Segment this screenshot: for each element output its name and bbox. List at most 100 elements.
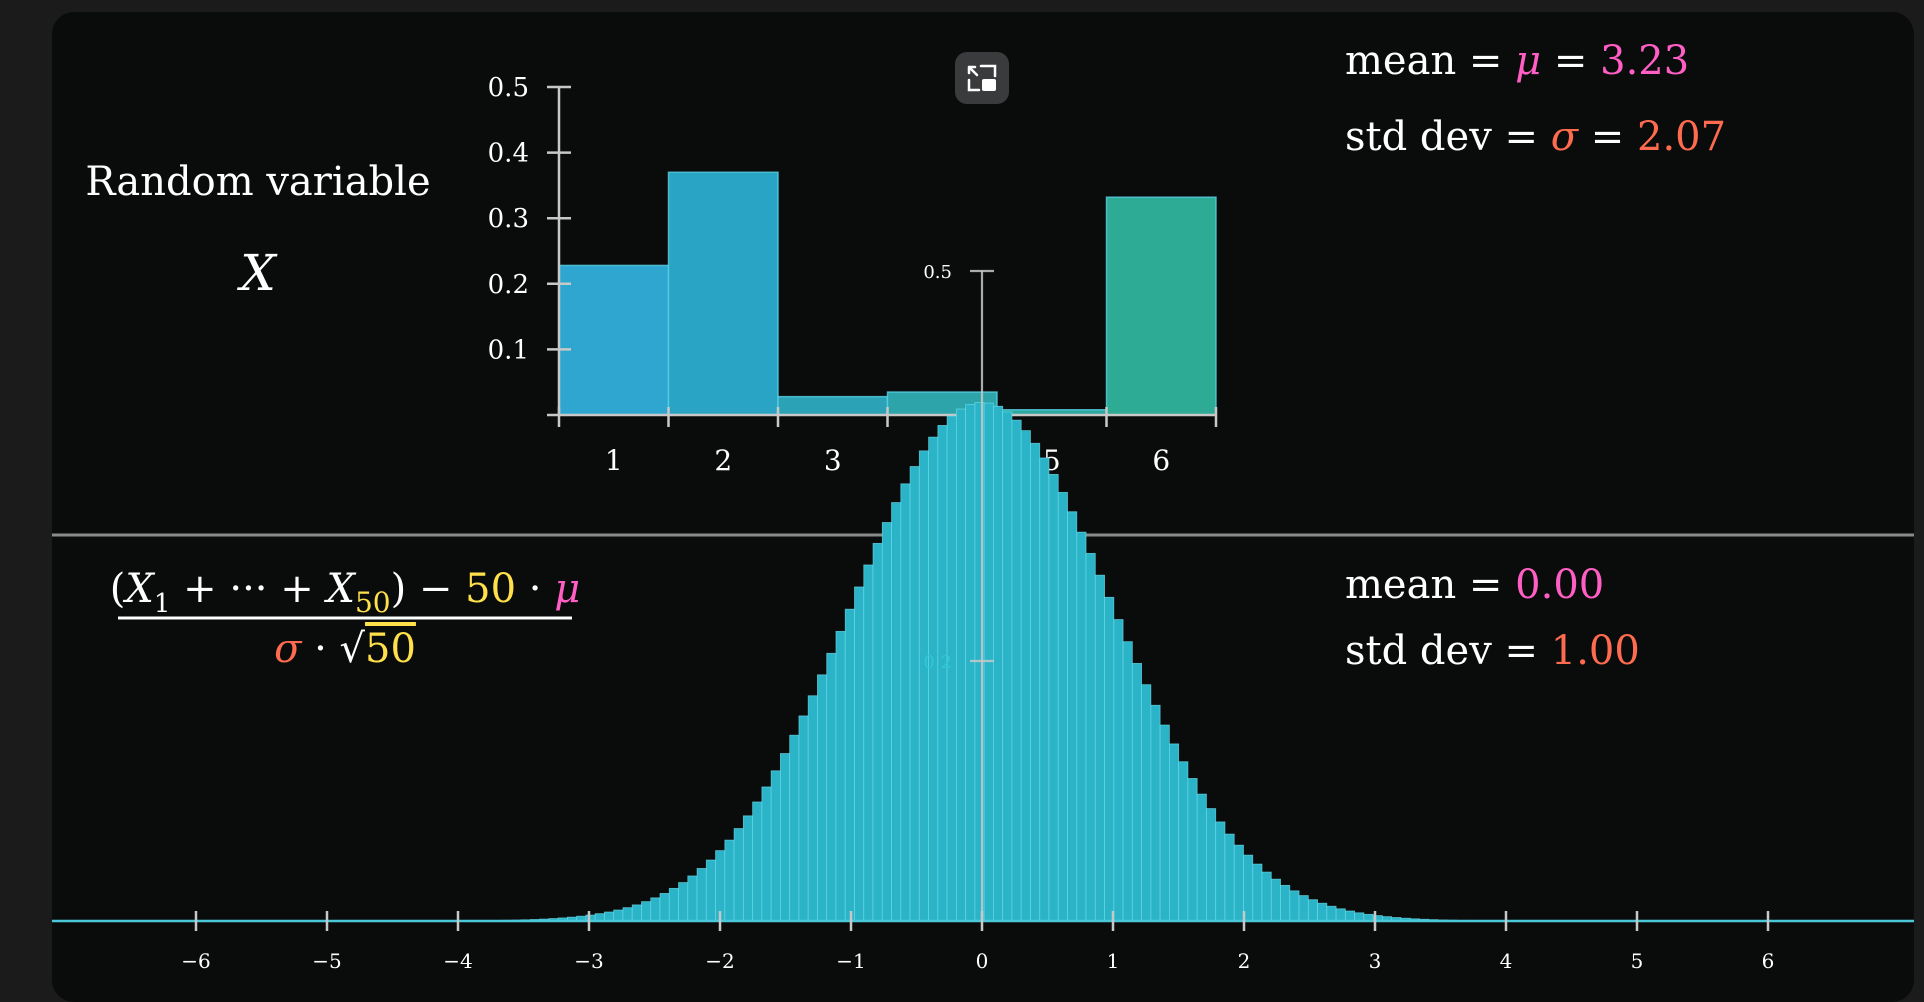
formula-denominator: σ · √50 bbox=[274, 626, 416, 672]
hist-bin bbox=[669, 888, 678, 921]
hist-bin bbox=[1336, 909, 1345, 921]
hist-bin bbox=[1345, 911, 1354, 921]
y-tick-label: 0.5 bbox=[488, 73, 529, 103]
hist-bin bbox=[1225, 834, 1234, 921]
hist-bin bbox=[799, 716, 808, 921]
hist-bin bbox=[817, 675, 826, 921]
hist-bin bbox=[697, 868, 706, 921]
top-std-word: std dev bbox=[1345, 114, 1492, 160]
hist-bin bbox=[706, 860, 715, 921]
hist-bin bbox=[1142, 685, 1151, 921]
hist-bin bbox=[1234, 845, 1243, 921]
x-tick-label: −4 bbox=[443, 949, 472, 973]
rv-symbol: X bbox=[236, 244, 278, 302]
hist-bin bbox=[1151, 705, 1160, 921]
y-tick-label: 0.5 bbox=[923, 262, 952, 283]
y-tick-label: 0.2 bbox=[488, 270, 529, 300]
hist-bin bbox=[1327, 906, 1336, 921]
x-tick-label-1: 1 bbox=[605, 444, 623, 477]
hist-bin bbox=[1253, 864, 1262, 921]
bottom-std-word: std dev bbox=[1345, 628, 1492, 674]
standardized-sum-formula: (X1 + ··· + X50) − 50 · μ σ · √50 bbox=[110, 566, 580, 672]
hist-bin bbox=[1114, 620, 1123, 921]
hist-bin bbox=[956, 409, 965, 921]
bar-3 bbox=[778, 397, 888, 415]
x-tick-label: 5 bbox=[1631, 949, 1644, 973]
hist-bin bbox=[1021, 431, 1030, 921]
x-tick-label-2: 2 bbox=[714, 444, 732, 477]
hist-bin bbox=[892, 503, 901, 921]
top-std-line: std dev = σ = 2.07 bbox=[1345, 114, 1726, 160]
picture-in-picture-icon bbox=[955, 52, 1009, 104]
bar-6 bbox=[1107, 197, 1217, 415]
hist-bin bbox=[808, 696, 817, 921]
hist-bin bbox=[1058, 492, 1067, 921]
hist-bin bbox=[1169, 744, 1178, 921]
hist-bin bbox=[901, 484, 910, 921]
hist-bin bbox=[910, 466, 919, 921]
x-tick-label: 6 bbox=[1762, 949, 1775, 973]
rv-label: Random variable bbox=[85, 159, 430, 205]
hist-bin bbox=[854, 587, 863, 921]
hist-bin bbox=[993, 406, 1002, 921]
hist-bin bbox=[632, 905, 641, 921]
hist-bin bbox=[929, 437, 938, 921]
picture-in-picture-button[interactable] bbox=[955, 52, 1009, 104]
hist-bin bbox=[864, 565, 873, 921]
hist-bin bbox=[1105, 597, 1114, 921]
hist-bin bbox=[1068, 512, 1077, 921]
hist-bin bbox=[1318, 903, 1327, 921]
x-tick-label: 0 bbox=[976, 949, 989, 973]
hist-bin bbox=[1160, 725, 1169, 921]
bottom-std-line: std dev = 1.00 bbox=[1345, 628, 1640, 674]
top-mean-value: 3.23 bbox=[1600, 38, 1689, 84]
hist-bin bbox=[1040, 458, 1049, 921]
hist-bin bbox=[725, 840, 734, 921]
x-tick-label: −3 bbox=[574, 949, 603, 973]
y-tick-label: 0.2 bbox=[923, 652, 952, 673]
hist-bin bbox=[1179, 762, 1188, 921]
hist-bin bbox=[1197, 794, 1206, 921]
hist-bin bbox=[780, 754, 789, 921]
hist-bin bbox=[651, 898, 660, 921]
top-mean-symbol: μ bbox=[1515, 38, 1541, 84]
bottom-mean-word: mean bbox=[1345, 562, 1456, 608]
y-tick-label: 0.4 bbox=[488, 139, 529, 169]
top-std-value: 2.07 bbox=[1637, 114, 1726, 160]
hist-bin bbox=[688, 876, 697, 921]
x-tick-label: −6 bbox=[181, 949, 210, 973]
x-tick-label: −1 bbox=[836, 949, 865, 973]
hist-bin bbox=[716, 851, 725, 921]
x-tick-label: −5 bbox=[312, 949, 341, 973]
hist-bin bbox=[882, 522, 891, 921]
hist-bin bbox=[604, 912, 613, 921]
bar-2 bbox=[669, 172, 779, 415]
hist-bin bbox=[1132, 663, 1141, 921]
hist-bin bbox=[1123, 642, 1132, 921]
hist-bin bbox=[743, 816, 752, 921]
hist-bin bbox=[1299, 896, 1308, 921]
hist-bin bbox=[790, 735, 799, 921]
hist-bin bbox=[734, 829, 743, 921]
hist-bin bbox=[1012, 420, 1021, 921]
hist-bin bbox=[641, 902, 650, 921]
y-tick-label: 0.3 bbox=[488, 204, 529, 234]
hist-bin bbox=[771, 771, 780, 921]
bar-1 bbox=[559, 265, 669, 415]
x-tick-label: 4 bbox=[1500, 949, 1513, 973]
x-tick-label: 3 bbox=[1369, 949, 1382, 973]
bottom-mean-line: mean = 0.00 bbox=[1345, 562, 1604, 608]
hist-bin bbox=[836, 631, 845, 921]
hist-bin bbox=[1077, 532, 1086, 921]
top-stats: mean = μ = 3.23 std dev = σ = 2.07 bbox=[1345, 38, 1726, 160]
hist-bin bbox=[1086, 553, 1095, 921]
hist-bin bbox=[966, 404, 975, 921]
hist-bin bbox=[1188, 778, 1197, 921]
scene: mean = μ = 3.23 std dev = σ = 2.07 Rando… bbox=[0, 0, 1924, 974]
hist-bin bbox=[827, 653, 836, 921]
x-tick-label: 1 bbox=[1107, 949, 1120, 973]
hist-bin bbox=[660, 893, 669, 921]
x-tick-label-3: 3 bbox=[824, 444, 842, 477]
top-mean-word: mean bbox=[1345, 38, 1456, 84]
